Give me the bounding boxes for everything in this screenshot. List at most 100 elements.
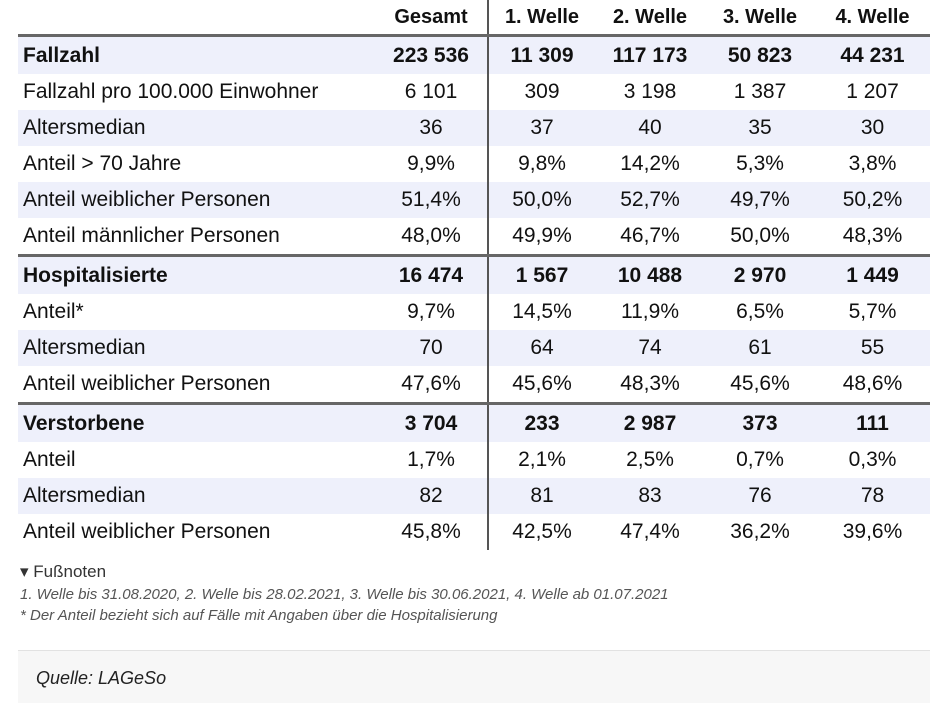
cell: 1 387 bbox=[733, 80, 787, 103]
column-header: 1. Welle bbox=[487, 0, 595, 36]
cell: 0,7% bbox=[736, 448, 784, 471]
data-row: Anteil weiblicher Personen 45,8% 42,5% 47,4… bbox=[18, 514, 930, 550]
table-body: Fallzahl 223 536 11 309 117 173 50 823 44 231… bbox=[18, 34, 930, 550]
cell: 47,4% bbox=[620, 520, 680, 543]
cell: 52,7% bbox=[595, 182, 705, 218]
footnote: * Der Anteil bezieht sich auf Fälle mit … bbox=[20, 607, 498, 624]
source: Quelle: LAGeSo bbox=[36, 668, 167, 688]
data-table: Gesamt 1. Welle 2. Welle 3. Welle 4. Welle F… bbox=[18, 0, 930, 550]
column-header: 3. Welle bbox=[722, 5, 798, 28]
cell: 70 bbox=[375, 330, 488, 366]
cell: 0,3% bbox=[848, 448, 897, 471]
cell: 35 bbox=[705, 110, 815, 146]
cell: 48,6% bbox=[842, 372, 903, 395]
cell: 82 bbox=[375, 478, 488, 514]
cell: 49,7% bbox=[705, 182, 815, 218]
cell: 81 bbox=[487, 478, 595, 514]
column-header: Gesamt bbox=[394, 5, 468, 28]
cell: 10 488 bbox=[595, 254, 705, 294]
cell: 45,6% bbox=[487, 366, 595, 404]
cell: 3 704 bbox=[375, 402, 488, 442]
cell: 83 bbox=[595, 478, 705, 514]
cell: 233 bbox=[487, 402, 595, 442]
cell: 50,0% bbox=[487, 182, 595, 218]
row-label: Fallzahl pro 100.000 Einwohner bbox=[23, 80, 319, 103]
footnote-toggle[interactable]: ▾ Fußnoten bbox=[20, 562, 107, 581]
column-header: 4. Welle bbox=[835, 5, 910, 28]
data-row: Altersmedian 36 37 40 35 30 bbox=[18, 110, 930, 146]
corner bbox=[18, 0, 375, 36]
cell: 45,6% bbox=[730, 372, 790, 395]
row-label: Anteil bbox=[23, 448, 76, 471]
row-label: Hospitalisierte bbox=[18, 254, 375, 294]
row-label: Anteil männlicher Personen bbox=[23, 224, 280, 247]
data-row: Altersmedian 70 64 74 61 55 bbox=[18, 330, 930, 366]
data-row: Altersmedian 82 81 83 76 78 bbox=[18, 478, 930, 514]
cell: 45,8% bbox=[401, 520, 461, 543]
row-label: Verstorbene bbox=[18, 402, 375, 442]
row-label: Anteil weiblicher Personen bbox=[18, 182, 375, 218]
toggle-label[interactable]: Fußnoten bbox=[33, 562, 107, 581]
cell: 6,5% bbox=[736, 300, 784, 323]
cell: 2 987 bbox=[595, 402, 705, 442]
cell: 373 bbox=[705, 402, 815, 442]
cell: 117 173 bbox=[595, 34, 705, 74]
footnotes: ▾ Fußnoten 1. Welle bis 31.08.2020, 2. W… bbox=[20, 562, 669, 624]
cell: 5,7% bbox=[848, 300, 897, 323]
data-row: Anteil weiblicher Personen 51,4% 50,0% 52,7… bbox=[18, 182, 930, 218]
cell: 36,2% bbox=[730, 520, 790, 543]
cell: 50 823 bbox=[705, 34, 815, 74]
row-label: Altersmedian bbox=[18, 110, 375, 146]
cell: 1 567 bbox=[487, 254, 595, 294]
cell: 48,3% bbox=[842, 224, 903, 247]
cell: 48,3% bbox=[620, 372, 680, 395]
cell: 2,1% bbox=[487, 442, 595, 478]
cell: 64 bbox=[487, 330, 595, 366]
header-row: Gesamt 1. Welle 2. Welle 3. Welle 4. Welle bbox=[18, 0, 930, 36]
cell: 6 101 bbox=[404, 80, 458, 103]
data-row: Anteil weiblicher Personen 47,6% 45,6% 48,3… bbox=[18, 366, 930, 404]
cell: 78 bbox=[815, 478, 930, 514]
cell: 223 536 bbox=[375, 34, 488, 74]
cell: 9,9% bbox=[407, 152, 455, 175]
data-row: Fallzahl pro 100.000 Einwohner 6 101 309 3 … bbox=[18, 74, 930, 110]
cell: 3,8% bbox=[848, 152, 897, 175]
row-label: Anteil* bbox=[23, 300, 84, 323]
cell: 5,3% bbox=[736, 152, 784, 175]
cell: 309 bbox=[487, 74, 595, 110]
cell: 61 bbox=[705, 330, 815, 366]
cell: 44 231 bbox=[815, 34, 930, 74]
cell: 39,6% bbox=[842, 520, 903, 543]
cell: 46,7% bbox=[620, 224, 680, 247]
section-row: Hospitalisierte 16 474 1 567 10 488 2 970 1 4… bbox=[18, 254, 930, 294]
cell: 42,5% bbox=[487, 514, 595, 550]
row-label: Anteil weiblicher Personen bbox=[23, 520, 271, 543]
cell: 49,9% bbox=[487, 218, 595, 256]
cell: 51,4% bbox=[375, 182, 488, 218]
cell: 2 970 bbox=[705, 254, 815, 294]
row-label: Anteil > 70 Jahre bbox=[23, 152, 182, 175]
cell: 47,6% bbox=[401, 372, 461, 395]
cell: 30 bbox=[815, 110, 930, 146]
cell: 74 bbox=[595, 330, 705, 366]
cell: 40 bbox=[595, 110, 705, 146]
cell: 16 474 bbox=[375, 254, 488, 294]
cell: 55 bbox=[815, 330, 930, 366]
footnote: 1. Welle bis 31.08.2020, 2. Welle bis 28… bbox=[20, 586, 669, 603]
cell: 50,0% bbox=[730, 224, 790, 247]
cell: 76 bbox=[705, 478, 815, 514]
cell: 2,5% bbox=[626, 448, 674, 471]
data-row: Anteil 1,7% 2,1% 2,5% 0,7% 0,3% bbox=[18, 442, 930, 478]
data-row: Anteil* 9,7% 14,5% 11,9% 6,5% 5,7% bbox=[18, 294, 930, 330]
cell: 3 198 bbox=[623, 80, 677, 103]
cell: 1 207 bbox=[846, 80, 899, 103]
cell: 1,7% bbox=[407, 448, 455, 471]
column-header: 2. Welle bbox=[612, 5, 688, 28]
cell: 48,0% bbox=[401, 224, 461, 247]
section-row: Verstorbene 3 704 233 2 987 373 111 bbox=[18, 402, 930, 442]
cell: 14,5% bbox=[487, 294, 595, 330]
cell: 11,9% bbox=[621, 300, 679, 323]
row-label: Altersmedian bbox=[18, 478, 375, 514]
cell: 50,2% bbox=[815, 182, 930, 218]
